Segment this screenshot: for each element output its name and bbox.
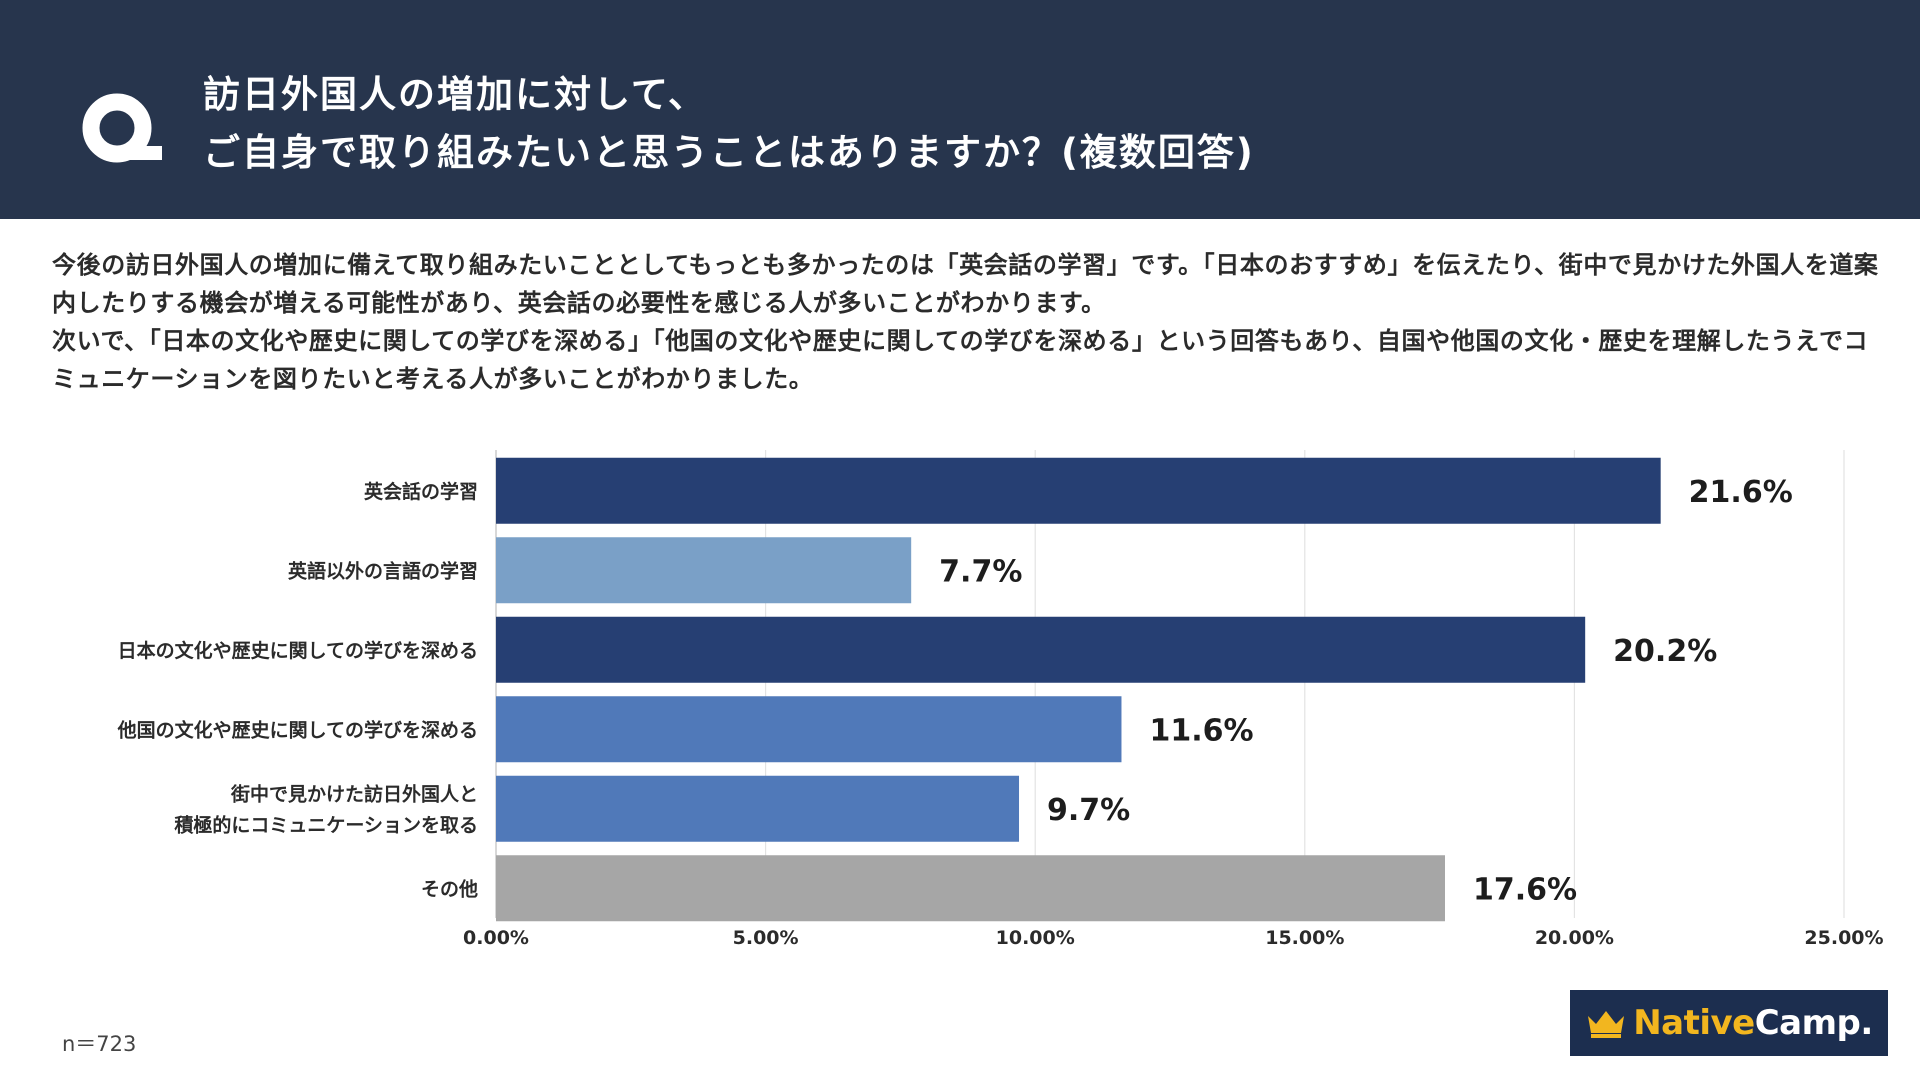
header-banner: 訪日外国人の増加に対して、 ご自身で取り組みたいと思うことはありますか？(複数回… xyxy=(0,0,1920,219)
bar-chart-svg: 21.6% 英会話の学習 7.7% 英語以外の言語の学習 20.2% 日本の文化や歴史に関… xyxy=(117,450,1884,949)
x-tick-label-5: 25.00% xyxy=(1804,927,1883,949)
description: 今後の訪日外国人の増加に備えて取り組みたいこととしてもっとも多かったのは「英会話… xyxy=(52,246,1882,398)
category-label-1: 英語以外の言語の学習 xyxy=(288,559,478,582)
value-label-0: 21.6% xyxy=(1689,475,1793,510)
bar-0 xyxy=(496,457,1661,524)
bar-chart: 21.6% 英会話の学習 7.7% 英語以外の言語の学習 20.2% 日本の文化や歴史に関… xyxy=(0,440,1920,960)
value-label-4: 9.7% xyxy=(1047,793,1130,828)
sample-size: n＝723 xyxy=(62,1032,137,1056)
value-label-5: 17.6% xyxy=(1473,872,1577,907)
crown-icon xyxy=(1585,1007,1627,1039)
category-label-4-line-1: 積極的にコミュニケーションを取る xyxy=(174,813,478,836)
bar-5 xyxy=(496,855,1445,922)
description-paragraph-1: 今後の訪日外国人の増加に備えて取り組みたいこととしてもっとも多かったのは「英会話… xyxy=(52,251,1879,317)
x-tick-label-2: 10.00% xyxy=(996,927,1075,949)
description-paragraph-2: 次いで、「日本の文化や歴史に関しての学びを深める」「他国の文化や歴史に関しての学… xyxy=(52,327,1869,393)
value-label-3: 11.6% xyxy=(1149,713,1253,748)
value-label-2: 20.2% xyxy=(1613,634,1717,669)
bar-1 xyxy=(496,537,912,604)
question-line-1: 訪日外国人の増加に対して、 xyxy=(203,73,708,116)
logo-text-native: Native xyxy=(1633,1003,1755,1043)
category-label-4-line-0: 街中で見かけた訪日外国人と xyxy=(230,782,478,805)
x-tick-label-0: 0.00% xyxy=(463,927,529,949)
category-label-5: その他 xyxy=(421,877,478,900)
q-icon xyxy=(80,92,164,164)
x-tick-label-4: 20.00% xyxy=(1535,927,1614,949)
logo-text-camp: Camp. xyxy=(1754,1003,1874,1043)
bar-4 xyxy=(496,775,1020,842)
x-tick-label-3: 15.00% xyxy=(1265,927,1344,949)
value-label-1: 7.7% xyxy=(939,554,1022,589)
bar-3 xyxy=(496,696,1122,763)
nativecamp-logo: NativeCamp. xyxy=(1570,990,1888,1056)
bar-2 xyxy=(496,616,1586,683)
question-line-2: ご自身で取り組みたいと思うことはありますか？(複数回答) xyxy=(203,131,1255,174)
category-label-0: 英会話の学習 xyxy=(364,480,478,503)
category-label-2: 日本の文化や歴史に関しての学びを深める xyxy=(118,639,478,662)
question-title: 訪日外国人の増加に対して、 ご自身で取り組みたいと思うことはありますか？(複数回… xyxy=(203,66,1255,182)
x-tick-label-1: 5.00% xyxy=(733,927,799,949)
category-label-3: 他国の文化や歴史に関しての学びを深める xyxy=(117,718,478,741)
